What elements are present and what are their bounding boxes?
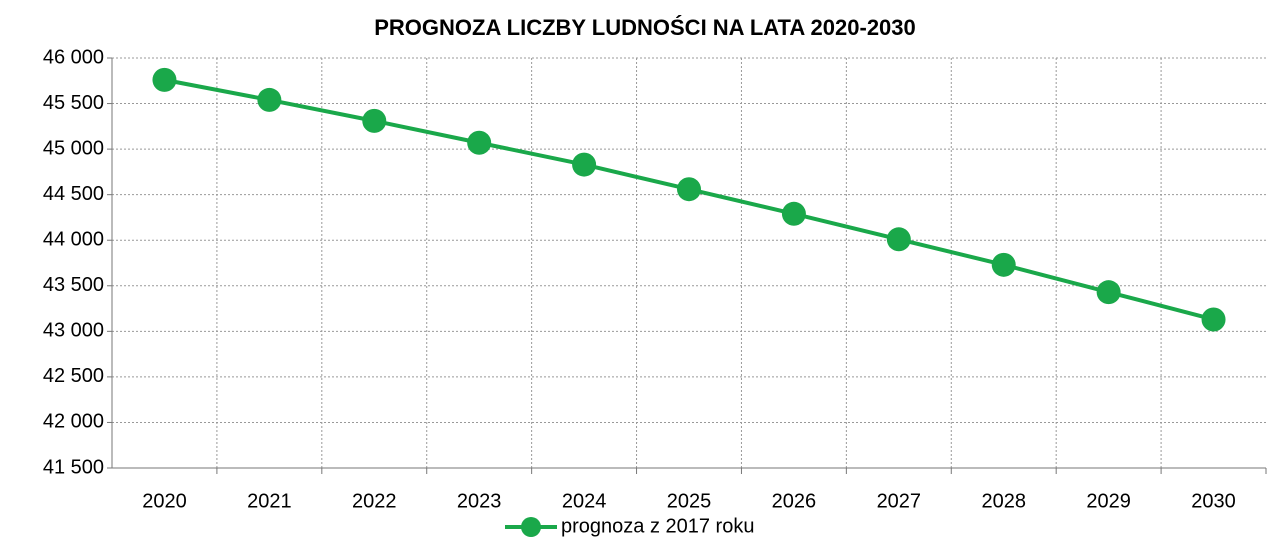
y-tick-label: 46 000 [43, 46, 104, 68]
x-tick-label: 2026 [772, 490, 817, 512]
x-tick-label: 2020 [142, 490, 187, 512]
chart-title: PROGNOZA LICZBY LUDNOŚCI NA LATA 2020-20… [374, 15, 916, 40]
x-tick-label: 2023 [457, 490, 502, 512]
data-point [362, 108, 387, 133]
y-tick-label: 44 500 [43, 183, 104, 205]
data-point [1096, 280, 1121, 305]
data-point [572, 152, 597, 177]
y-tick-label: 42 000 [43, 411, 104, 433]
data-point [781, 201, 806, 226]
data-point [677, 177, 701, 202]
y-tick-label: 41 500 [43, 456, 104, 478]
x-tick-label: 2025 [667, 490, 712, 512]
y-tick-label: 45 000 [43, 137, 104, 159]
data-point [152, 67, 177, 92]
x-tick-label: 2022 [352, 490, 397, 512]
x-tick-label: 2027 [877, 490, 922, 512]
legend-marker [521, 517, 541, 537]
y-tick-label: 43 000 [43, 320, 104, 342]
x-tick-label: 2021 [247, 490, 292, 512]
y-tick-label: 44 000 [43, 229, 104, 251]
y-tick-label: 42 500 [43, 365, 104, 387]
x-tick-label: 2029 [1086, 490, 1131, 512]
y-tick-label: 45 500 [43, 92, 104, 114]
x-tick-label: 2028 [981, 490, 1026, 512]
data-point [1201, 307, 1226, 332]
x-tick-label: 2030 [1191, 490, 1236, 512]
legend-label: prognoza z 2017 roku [561, 515, 754, 537]
data-point [257, 87, 282, 112]
y-tick-label: 43 500 [43, 274, 104, 296]
data-point [467, 130, 492, 155]
data-point [991, 252, 1016, 277]
data-point [886, 227, 911, 252]
x-tick-label: 2024 [562, 490, 607, 512]
